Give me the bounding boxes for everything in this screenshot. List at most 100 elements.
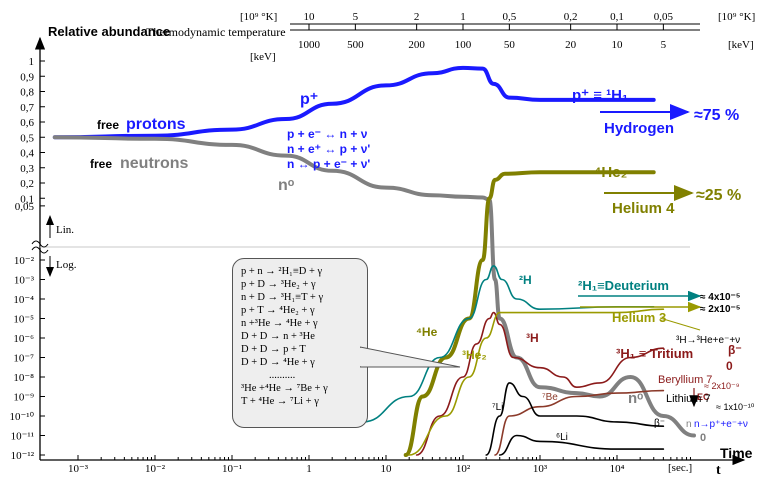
y-tick-label: 0,8 [20,87,34,99]
x-axis-title: Time [720,445,753,461]
series-line [362,265,655,423]
h3-label: ³H [526,331,539,345]
n-zero-label: nᵒ [278,177,295,194]
series-line [498,434,665,456]
y-log-tick-label: 10⁻¹¹ [11,431,34,443]
free-protons-small: free [97,118,119,132]
p-plus-label: p⁺ [300,91,318,108]
free-neutrons-small: free [90,157,112,171]
be7-label: ⁷Be [542,392,558,403]
li6-label: ⁶Li [556,432,568,443]
y-tick-label: 0,6 [20,117,34,129]
neutron-decay-label: n→p⁺+e⁻+ν [694,419,748,430]
li7-val: ≈ 1x10⁻¹⁰ [716,402,755,412]
top-temp-tick-label: 1 [460,11,466,23]
p-hydrogen-eq: p⁺ ≡ ¹H₁ [572,87,628,104]
top-energy-tick-label: 5 [661,39,667,51]
top-energy-tick-label: 20 [565,39,577,51]
y-tick-label: 0,1 [20,193,34,205]
y-log-tick-label: 10⁻⁸ [13,372,34,384]
helium4-label: Helium 4 [612,200,675,217]
reaction-line: p + n → ²H₁≡D + γ [241,266,323,277]
helium3-label: Helium 3 [612,310,666,325]
series-line [52,65,656,140]
beta-minus2-label: β⁻ [654,418,665,429]
y-log-tick-label: 10⁻⁴ [13,294,34,306]
nuclear-reactions-box: p + n → ²H₁≡D + γ p + D → ³He₂ + γ n + D… [232,258,368,428]
x-axis-label: t [716,463,721,477]
top-energy-unit-right: [keV] [728,39,754,51]
labels-layer: free protons free neutrons p⁺ nᵒ p⁺ ≡ ¹H… [90,87,755,444]
x-tick-label: 10⁻¹ [222,463,242,475]
x-unit-label: [sec.] [668,462,692,474]
top-energy-tick-label: 1000 [298,39,321,51]
deuterium-label: ²H₁≡Deuterium [578,278,669,293]
zero-label: 0 [726,359,733,373]
li7-label: ⁷Li [492,402,503,413]
top-axis-title: Thermodynamic temperature [146,25,286,39]
top-energy-tick-label: 200 [408,39,425,51]
y-log-tick-label: 10⁻² [14,255,35,267]
reaction-line: ³He +⁴He → ⁷Be + γ [241,383,328,394]
top-temp-tick-label: 10 [304,11,316,23]
beryllium7-label: Beryllium 7 [658,374,712,386]
reaction-line: D + D → n + ³He [241,331,315,342]
hydrogen-pct: ≈75 % [694,107,739,124]
y-tick-label: 1 [29,56,35,68]
series-line [485,382,665,456]
series-line [415,311,665,456]
y-log-tick-label: 10⁻³ [14,275,35,287]
he3-mid-label: ³He₂ [462,348,487,362]
zero2-label: 0 [700,432,706,444]
top-temp-tick-label: 0,05 [654,11,674,23]
top-temp-unit-left: [10⁹ °K] [240,11,277,23]
top-energy-unit-left: [keV] [250,51,276,63]
reaction-line: T + ⁴He → ⁷Li + γ [241,396,319,407]
be7-val: ≈ 2x10⁻⁹ [704,381,740,391]
weak-reactions: p + e⁻ ↔ n + ν n + e⁺ ↔ p + ν' n ↔ p + e… [287,127,370,172]
weak-reaction: n ↔ p + e⁻ + ν' [287,157,371,171]
x-tick-label: 10⁻² [145,463,166,475]
series-layer [52,65,696,457]
tritium-decay-label: ³H→³He+e⁻+ν [676,335,740,346]
x-tick-label: 10² [456,463,471,475]
x-tick-label: 10⁻³ [68,463,89,475]
hydrogen-label: Hydrogen [604,120,674,137]
axis-break2 [31,246,49,254]
free-protons-big: protons [126,116,186,133]
y-tick-label: 0,5 [20,132,34,144]
lithium7-label: Lithium 7 [666,393,711,405]
reaction-line: n +³He → ⁴He + γ [241,318,318,329]
y-tick-label: 0,7 [20,102,34,114]
helium3-pointer [659,317,701,331]
top-energy-tick-label: 100 [455,39,472,51]
top-energy-tick-label: 500 [347,39,364,51]
top-temp-tick-label: 5 [353,11,359,23]
reaction-line: p + D → ³He₂ + γ [241,279,316,290]
tritium-label: ³H₁ ≡ Tritium [616,346,693,361]
n-small-label: n [686,419,692,430]
h2-label: ²H [519,273,532,287]
y-tick-label: 0,05 [15,201,35,213]
reaction-line: p + T → ⁴He₂ + γ [241,305,315,316]
y-log-tick-label: 10⁻⁷ [13,353,34,365]
y-axis-title: Relative abundance [48,24,170,39]
he4-mid-label: ⁴He [416,325,438,339]
x-tick-label: 10⁴ [610,463,625,475]
reaction-box-pointer [360,346,461,368]
helium4-pct: ≈25 % [696,187,741,204]
y-log-tick-label: 10⁻⁶ [13,333,34,345]
ec-label: EC [697,392,710,402]
reaction-line: n + D → ³H₁≡T + γ [241,292,324,303]
series-line [403,170,656,457]
y-tick-label: 0,2 [20,178,34,190]
deuterium-val: ≈ 4x10⁻⁵ [700,292,741,303]
reaction-line: D + D → ⁴He + γ [241,357,315,368]
y-axis-title-text: Relative abundance [48,24,170,39]
reaction-line: .......... [269,370,296,381]
top-energy-tick-label: 10 [612,39,624,51]
top-energy-tick-label: 50 [504,39,516,51]
top-temp-tick-label: 0,1 [610,11,624,23]
scale-log-label: Log. [56,259,77,271]
